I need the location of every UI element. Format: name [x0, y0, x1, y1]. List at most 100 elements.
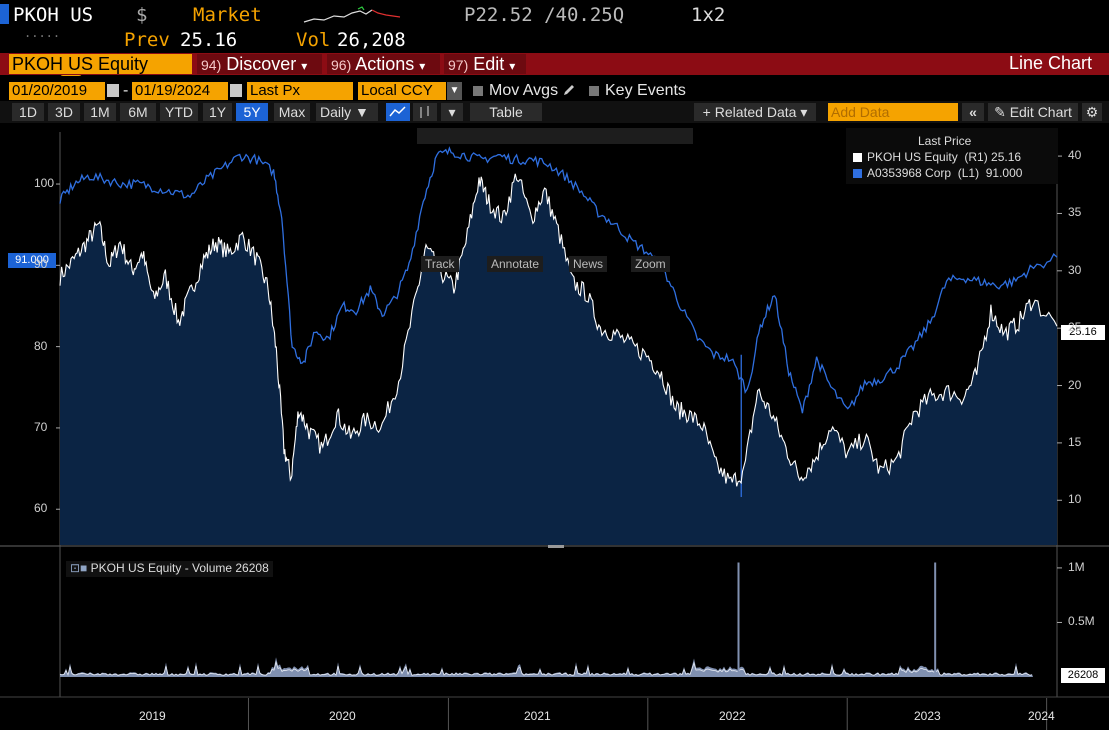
legend-swatch-bond [853, 169, 862, 178]
period-button-6m[interactable]: 6M [120, 103, 156, 121]
volume-axis-label: 1M [1068, 559, 1085, 574]
date-separator: - [123, 82, 129, 99]
track-tool-label: Track [421, 256, 459, 272]
legend-entry-equity: PKOH US Equity (R1) 25.16 [867, 150, 1022, 164]
annotate-tool[interactable]: ⟋ Annotate [483, 128, 569, 272]
right-axis-label: 10 [1068, 492, 1082, 507]
volume-axis-label: 0.5M [1068, 614, 1095, 629]
bid-ask: P22.52 /40.25Q [464, 4, 625, 26]
edit-chart-button[interactable]: ✎ Edit Chart [988, 103, 1078, 121]
x-tick-label: 2020 [329, 709, 356, 723]
news-tool[interactable]: ☰ News [565, 128, 631, 272]
discover-menu[interactable]: 94) Discover ▾ [197, 54, 322, 74]
news-tool-label: News [569, 256, 608, 272]
legend-title: Last Price [918, 134, 972, 148]
price-field-select[interactable]: Last Px [247, 82, 353, 100]
chart-style-dropdown-icon[interactable]: ▾ [441, 103, 463, 121]
annotate-tool-label: Annotate [487, 256, 544, 272]
period-button-1y[interactable]: 1Y [203, 103, 232, 121]
dots-label: ..... [24, 26, 61, 40]
quote-subheader: ..... Prev 25.16 Vol 26,208 [0, 26, 1109, 76]
period-button-ytd[interactable]: YTD [160, 103, 198, 121]
edit-menu[interactable]: 97) Edit ▾ [444, 54, 526, 74]
track-tool[interactable]: ✛ Track [417, 128, 487, 272]
volume-area [60, 657, 1033, 677]
period-button-1m[interactable]: 1M [84, 103, 116, 121]
bid-ask-size: 1x2 [691, 4, 726, 26]
end-date-field[interactable]: 01/19/2024 [132, 82, 228, 100]
volume-legend[interactable]: ⊡■ PKOH US Equity - Volume 26208 [66, 561, 273, 577]
period-button-3d[interactable]: 3D [48, 103, 80, 121]
ticker-label: PKOH US [13, 4, 94, 26]
chart-controls: 01/20/2019 - 01/19/2024 Last Px Local CC… [0, 80, 1109, 101]
zoom-tool-label: Zoom [631, 256, 670, 272]
discover-menu-number: 94) [201, 57, 222, 73]
key-events-checkbox[interactable] [589, 86, 599, 96]
related-data-button[interactable]: + Related Data ▾ [694, 103, 816, 121]
security-field[interactable]: PKOH US Equity [9, 54, 192, 74]
currency-select[interactable]: Local CCY [358, 82, 446, 100]
calendar-icon[interactable] [107, 84, 119, 97]
bar-chart-icon[interactable] [413, 103, 437, 121]
prev-label: Prev [124, 29, 170, 51]
edit-chart-label: Edit Chart [1009, 104, 1072, 120]
collapse-icon[interactable]: « [962, 103, 984, 121]
key-events-label: Key Events [605, 82, 686, 99]
legend-entry-bond: A0353968 Corp (L1) 91.000 [867, 166, 1023, 180]
sparkline-icon [303, 6, 401, 23]
add-data-input[interactable]: Add Data [828, 103, 958, 121]
equity-price-line[interactable] [59, 173, 1058, 487]
period-button-1d[interactable]: 1D [12, 103, 44, 121]
frequency-select[interactable]: Daily ▼ [316, 103, 378, 121]
table-button[interactable]: Table [470, 103, 542, 121]
volume-legend-label: PKOH US Equity - Volume 26208 [90, 561, 269, 575]
chart-legend[interactable]: Last Price PKOH US Equity (R1) 25.16 A03… [846, 128, 1058, 184]
left-axis-label: 90 [34, 257, 48, 272]
legend-swatch-equity [853, 153, 862, 162]
right-axis-label: 35 [1068, 205, 1082, 220]
quote-header: PKOH US $ Market P22.52 /40.25Q 1x2 [0, 0, 1109, 30]
volume-last-value-tag: 26208 [1061, 668, 1105, 683]
x-tick-label: 2022 [719, 709, 746, 723]
period-button-5y[interactable]: 5Y [236, 103, 268, 121]
market-label: Market [193, 4, 262, 26]
currency-symbol: $ [136, 4, 148, 26]
mov-avgs-label: Mov Avgs [489, 82, 559, 99]
ticker-color-bar [0, 4, 9, 24]
left-axis-label: 70 [34, 419, 48, 434]
add-data-placeholder: Add Data [831, 104, 890, 120]
mov-avgs-checkbox[interactable] [473, 86, 483, 96]
currency-dropdown-icon[interactable]: ▼ [447, 82, 462, 100]
pencil-icon[interactable] [562, 83, 576, 97]
price-chart[interactable] [0, 124, 1109, 730]
calendar-icon[interactable] [230, 84, 242, 97]
equity-last-value-tag: 25.16 [1061, 325, 1105, 340]
edit-menu-number: 97) [448, 57, 469, 73]
left-axis-label: 100 [34, 176, 55, 191]
edit-menu-label: Edit [473, 54, 505, 74]
vol-label: Vol [296, 29, 331, 51]
actions-menu-label: Actions [355, 54, 415, 74]
period-button-max[interactable]: Max [274, 103, 310, 121]
chart-type-title: Line Chart [1008, 53, 1092, 73]
gear-icon[interactable]: ⚙ [1082, 103, 1102, 121]
x-tick-label: 2023 [914, 709, 941, 723]
start-date-field[interactable]: 01/20/2019 [9, 82, 105, 100]
right-axis-label: 40 [1068, 148, 1082, 163]
bond-price-line[interactable] [59, 146, 1058, 414]
x-tick-label: 2021 [524, 709, 551, 723]
line-chart-icon[interactable] [386, 103, 410, 121]
right-axis-label: 15 [1068, 434, 1082, 449]
pane-resize-handle[interactable] [548, 545, 564, 548]
discover-menu-label: Discover [226, 54, 297, 74]
edit-dropdown-icon: ▾ [509, 59, 516, 73]
volume-average-line [59, 660, 1033, 677]
actions-dropdown-icon: ▾ [419, 59, 426, 73]
right-axis-label: 30 [1068, 262, 1082, 277]
zoom-tool[interactable]: ⚲ Zoom [627, 128, 693, 272]
discover-dropdown-icon: ▾ [301, 59, 308, 73]
actions-menu[interactable]: 96) Actions ▾ [327, 54, 440, 74]
vol-value: 26,208 [337, 29, 406, 51]
bond-last-value-tag: 91.000 [8, 253, 56, 268]
x-tick-label: 2024 [1028, 709, 1055, 723]
